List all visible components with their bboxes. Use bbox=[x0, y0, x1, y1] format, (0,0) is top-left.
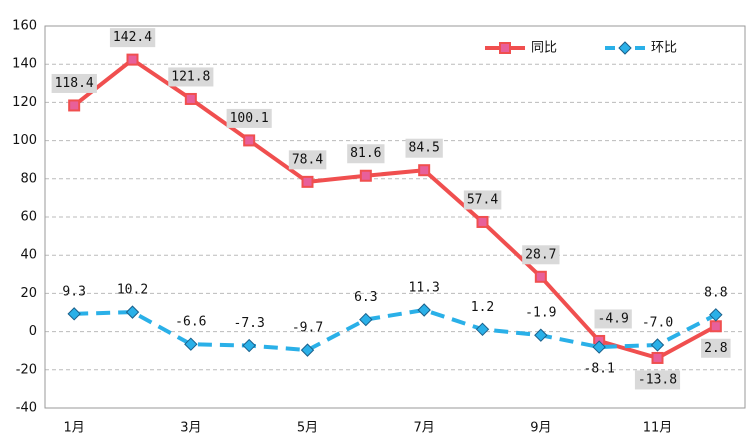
label-background bbox=[226, 108, 272, 128]
value-label: 84.5 bbox=[409, 141, 440, 156]
label-background bbox=[405, 138, 443, 158]
x-tick-label: 9月 bbox=[530, 421, 551, 436]
x-tick-label: 7月 bbox=[414, 421, 435, 436]
marker bbox=[475, 322, 490, 337]
value-label: -8.1 bbox=[584, 362, 615, 377]
x-tick-label: 5月 bbox=[297, 421, 318, 436]
y-tick-label: 120 bbox=[12, 95, 37, 110]
marker bbox=[67, 307, 81, 321]
value-label: -7.0 bbox=[642, 315, 673, 330]
label-background bbox=[347, 144, 385, 164]
y-tick-label: 20 bbox=[20, 286, 37, 301]
series-line bbox=[72, 57, 717, 360]
y-tick-label: 100 bbox=[12, 133, 37, 148]
value-label: 6.3 bbox=[354, 290, 377, 305]
label-background bbox=[522, 245, 560, 265]
value-label: 9.3 bbox=[62, 284, 85, 299]
marker bbox=[534, 328, 548, 342]
series: 9.3 10.2 -6.6 -7.3 -9.7 6.3 11.3 1.2 -1.9 -8.1 -7.… bbox=[62, 281, 727, 377]
x-tick-label: 11月 bbox=[643, 421, 673, 436]
label-background bbox=[594, 309, 632, 329]
marker bbox=[359, 312, 373, 327]
series: 118.4 142.4 121.8 100.1 78.4 81.6 84.5 57.4 28.7… bbox=[51, 28, 731, 390]
value-label: 100.1 bbox=[230, 111, 269, 126]
value-label: -7.3 bbox=[234, 316, 265, 331]
y-tick-label: 60 bbox=[20, 210, 37, 225]
value-label: 118.4 bbox=[55, 76, 94, 91]
value-label: 57.4 bbox=[467, 192, 498, 207]
label-background bbox=[288, 150, 327, 170]
marker bbox=[618, 41, 632, 55]
y-tick-label: 80 bbox=[20, 171, 37, 186]
marker bbox=[300, 343, 315, 357]
x-tick-label: 3月 bbox=[180, 421, 201, 436]
value-label: -6.6 bbox=[175, 315, 206, 330]
value-label: 1.2 bbox=[471, 300, 494, 315]
value-label: 142.4 bbox=[113, 30, 152, 45]
y-tick-label: 160 bbox=[12, 19, 37, 34]
value-label: 28.7 bbox=[525, 247, 556, 262]
marker bbox=[242, 338, 256, 353]
x-tick-label: 1月 bbox=[64, 421, 85, 436]
marker bbox=[417, 303, 431, 317]
marker bbox=[126, 53, 139, 66]
marker bbox=[534, 270, 547, 283]
marker bbox=[709, 308, 723, 322]
y-tick-label: 0 bbox=[29, 324, 37, 339]
value-label: 8.8 bbox=[704, 285, 727, 300]
y-tick-label: -40 bbox=[16, 401, 37, 416]
value-label: -4.9 bbox=[598, 311, 629, 326]
marker bbox=[184, 92, 197, 105]
plot-frame bbox=[44, 25, 746, 409]
y-tick-label: -20 bbox=[16, 362, 37, 377]
legend-label: 同比 bbox=[531, 41, 557, 56]
marker bbox=[68, 99, 81, 112]
value-label: -9.7 bbox=[292, 321, 323, 336]
value-label: 10.2 bbox=[117, 283, 148, 298]
marker bbox=[418, 164, 431, 177]
value-label: 121.8 bbox=[171, 69, 210, 84]
marker bbox=[650, 338, 665, 352]
marker bbox=[651, 351, 664, 364]
value-label: 11.3 bbox=[409, 281, 440, 296]
y-tick-label: 140 bbox=[12, 57, 37, 72]
marker bbox=[243, 134, 256, 147]
marker bbox=[476, 215, 489, 228]
legend-label: 环比 bbox=[651, 41, 677, 56]
marker bbox=[359, 169, 372, 182]
label-background bbox=[168, 67, 214, 87]
value-label: 2.8 bbox=[704, 341, 727, 356]
marker bbox=[184, 337, 198, 351]
label-background bbox=[463, 190, 502, 210]
value-label: -1.9 bbox=[525, 306, 556, 321]
grid bbox=[45, 25, 745, 409]
series-line bbox=[74, 308, 717, 353]
marker bbox=[499, 42, 511, 54]
value-label: 78.4 bbox=[292, 152, 323, 167]
marker bbox=[125, 305, 140, 319]
y-tick-label: 40 bbox=[20, 248, 37, 263]
marker bbox=[592, 340, 606, 354]
marker bbox=[709, 320, 722, 333]
label-background bbox=[634, 370, 681, 390]
label-background bbox=[701, 338, 731, 358]
value-label: 81.6 bbox=[350, 146, 381, 161]
label-background bbox=[109, 28, 156, 48]
label-background bbox=[51, 73, 97, 93]
value-label: -13.8 bbox=[638, 372, 677, 387]
marker bbox=[301, 175, 314, 188]
